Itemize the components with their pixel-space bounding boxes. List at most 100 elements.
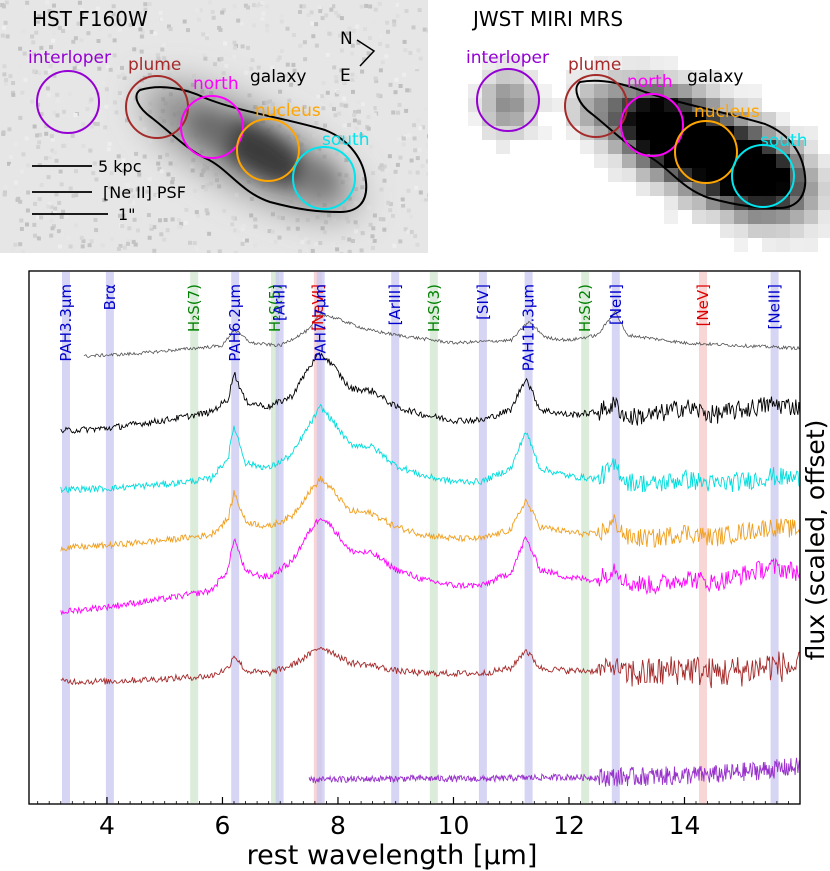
hst-noise-pixel: [325, 52, 330, 57]
jwst-pixel: [678, 98, 692, 112]
hst-noise-pixel: [415, 156, 420, 161]
scalebar-psf-label: [Ne II] PSF: [103, 183, 186, 202]
jwst-pixel: [720, 98, 734, 112]
hst-noise-pixel: [79, 235, 84, 240]
jwst-pixel: [720, 182, 734, 196]
hst-noise-pixel: [119, 93, 124, 98]
hst-noise-pixel: [292, 33, 296, 37]
jwst-pixel: [762, 182, 776, 196]
hst-noise-pixel: [47, 152, 51, 157]
hst-noise-pixel: [351, 29, 356, 33]
hst-noise-pixel: [373, 76, 378, 81]
hst-noise-pixel: [280, 77, 285, 82]
hst-noise-pixel: [407, 133, 412, 137]
hst-noise-pixel: [156, 56, 161, 61]
hst-noise-pixel: [191, 158, 196, 163]
hst-noise-pixel: [25, 222, 29, 227]
jwst-pixel: [818, 210, 830, 224]
spectrum-series-south: [60, 403, 801, 494]
hst-noise-pixel: [355, 224, 360, 229]
hst-noise-pixel: [158, 155, 163, 160]
hst-noise-pixel: [167, 184, 172, 189]
hst-noise-pixel: [341, 236, 346, 240]
hst-noise-pixel: [81, 239, 86, 244]
hst-noise-pixel: [344, 158, 349, 163]
hst-noise-pixel: [128, 23, 133, 28]
jwst-pixel: [748, 182, 762, 196]
hst-aperture-north: [180, 95, 244, 159]
line-marker-band: [478, 271, 487, 804]
hst-noise-pixel: [203, 187, 208, 192]
hst-noise-pixel: [46, 93, 51, 97]
hst-noise-pixel: [135, 119, 140, 124]
jwst-pixel: [524, 70, 538, 84]
hst-noise-pixel: [47, 155, 52, 160]
hst-noise-pixel: [244, 238, 249, 243]
hst-noise-pixel: [59, 214, 64, 219]
hst-noise-pixel: [335, 151, 340, 156]
hst-noise-pixel: [116, 18, 121, 23]
hst-noise-pixel: [66, 236, 71, 241]
line-marker-label: H₂S(2): [576, 284, 594, 332]
hst-noise-pixel: [378, 41, 383, 46]
hst-noise-pixel: [135, 187, 140, 192]
hst-noise-pixel: [234, 192, 239, 197]
hst-noise-pixel: [400, 197, 405, 202]
hst-noise-pixel: [11, 90, 15, 95]
hst-noise-pixel: [168, 161, 173, 166]
jwst-pixel: [692, 210, 706, 224]
hst-noise-pixel: [366, 114, 371, 119]
hst-noise-pixel: [136, 95, 140, 100]
hst-noise-pixel: [45, 0, 50, 5]
line-marker-band: [770, 271, 779, 804]
hst-noise-pixel: [426, 28, 428, 33]
hst-noise-pixel: [359, 4, 364, 9]
jwst-pixel: [776, 210, 790, 224]
hst-noise-pixel: [152, 248, 157, 253]
hst-noise-pixel: [247, 93, 252, 98]
jwst-pixel: [678, 182, 692, 196]
hst-label-galaxy: galaxy: [250, 67, 306, 87]
hst-noise-pixel: [126, 76, 131, 81]
hst-noise-pixel: [339, 251, 344, 253]
hst-noise-pixel: [132, 47, 137, 52]
hst-noise-pixel: [157, 166, 162, 171]
hst-noise-pixel: [264, 100, 269, 105]
hst-noise-pixel: [32, 124, 37, 129]
hst-noise-pixel: [416, 118, 421, 123]
hst-noise-pixel: [197, 17, 201, 22]
hst-noise-pixel: [26, 163, 31, 168]
hst-noise-pixel: [398, 239, 403, 244]
hst-noise-pixel: [333, 113, 338, 118]
hst-noise-pixel: [380, 167, 385, 172]
hst-noise-pixel: [50, 226, 55, 231]
hst-noise-pixel: [322, 135, 327, 140]
hst-noise-pixel: [148, 138, 153, 143]
jwst-pixel: [482, 56, 496, 70]
jwst-pixel: [608, 84, 622, 98]
jwst-pixel: [496, 84, 510, 98]
jwst-pixel: [622, 70, 636, 84]
hst-noise-pixel: [252, 23, 257, 28]
hst-label-north: north: [193, 74, 239, 94]
hst-noise-pixel: [89, 112, 94, 117]
jwst-aperture-nucleus: [674, 120, 738, 184]
hst-noise-pixel: [19, 227, 24, 231]
hst-noise-pixel: [199, 173, 204, 177]
hst-noise-pixel: [18, 242, 23, 247]
hst-noise-pixel: [211, 15, 216, 20]
hst-noise-pixel: [318, 9, 323, 14]
hst-noise-pixel: [49, 218, 54, 223]
hst-noise-pixel: [126, 241, 130, 246]
hst-label-south: south: [322, 130, 369, 150]
hst-noise-pixel: [123, 230, 127, 235]
x-tick-label: 10: [438, 811, 470, 840]
hst-noise-pixel: [149, 29, 154, 34]
hst-noise-pixel: [306, 13, 311, 17]
hst-noise-pixel: [161, 43, 166, 48]
hst-noise-pixel: [11, 92, 16, 97]
hst-noise-pixel: [240, 226, 245, 231]
hst-noise-pixel: [205, 36, 209, 41]
hst-noise-pixel: [60, 232, 65, 237]
jwst-pixel: [692, 168, 706, 182]
